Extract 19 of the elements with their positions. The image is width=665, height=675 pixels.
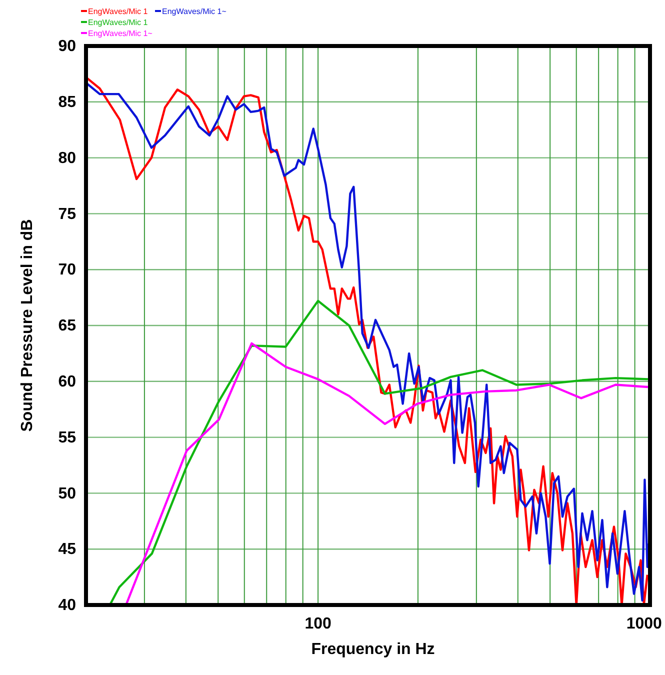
legend-label: EngWaves/Mic 1 [88, 7, 148, 16]
y-tick-label: 50 [58, 485, 76, 502]
x-axis-title: Frequency in Hz [311, 641, 435, 658]
y-tick-label: 70 [58, 262, 76, 279]
text: EngWaves/Mic 1~ [88, 29, 153, 38]
y-tick-label: 90 [58, 38, 76, 56]
y-tick-label: 75 [58, 206, 76, 223]
y-tick-label: 80 [58, 150, 76, 167]
x-tick-label: 100 [304, 615, 332, 632]
legend-label: EngWaves/Mic 1~ [162, 7, 227, 16]
y-tick-label: 45 [58, 541, 76, 558]
y-axis-title: Sound Pressure Level in dB [19, 219, 36, 432]
y-tick-label: 40 [58, 597, 76, 614]
y-tick-label: 60 [58, 374, 76, 391]
y-tick-label: 65 [58, 318, 76, 335]
legend-label: EngWaves/Mic 1 [88, 18, 148, 27]
x-tick-label: 1000 [626, 615, 662, 632]
y-tick-label: 85 [58, 94, 76, 112]
y-tick-label: 55 [58, 429, 76, 446]
